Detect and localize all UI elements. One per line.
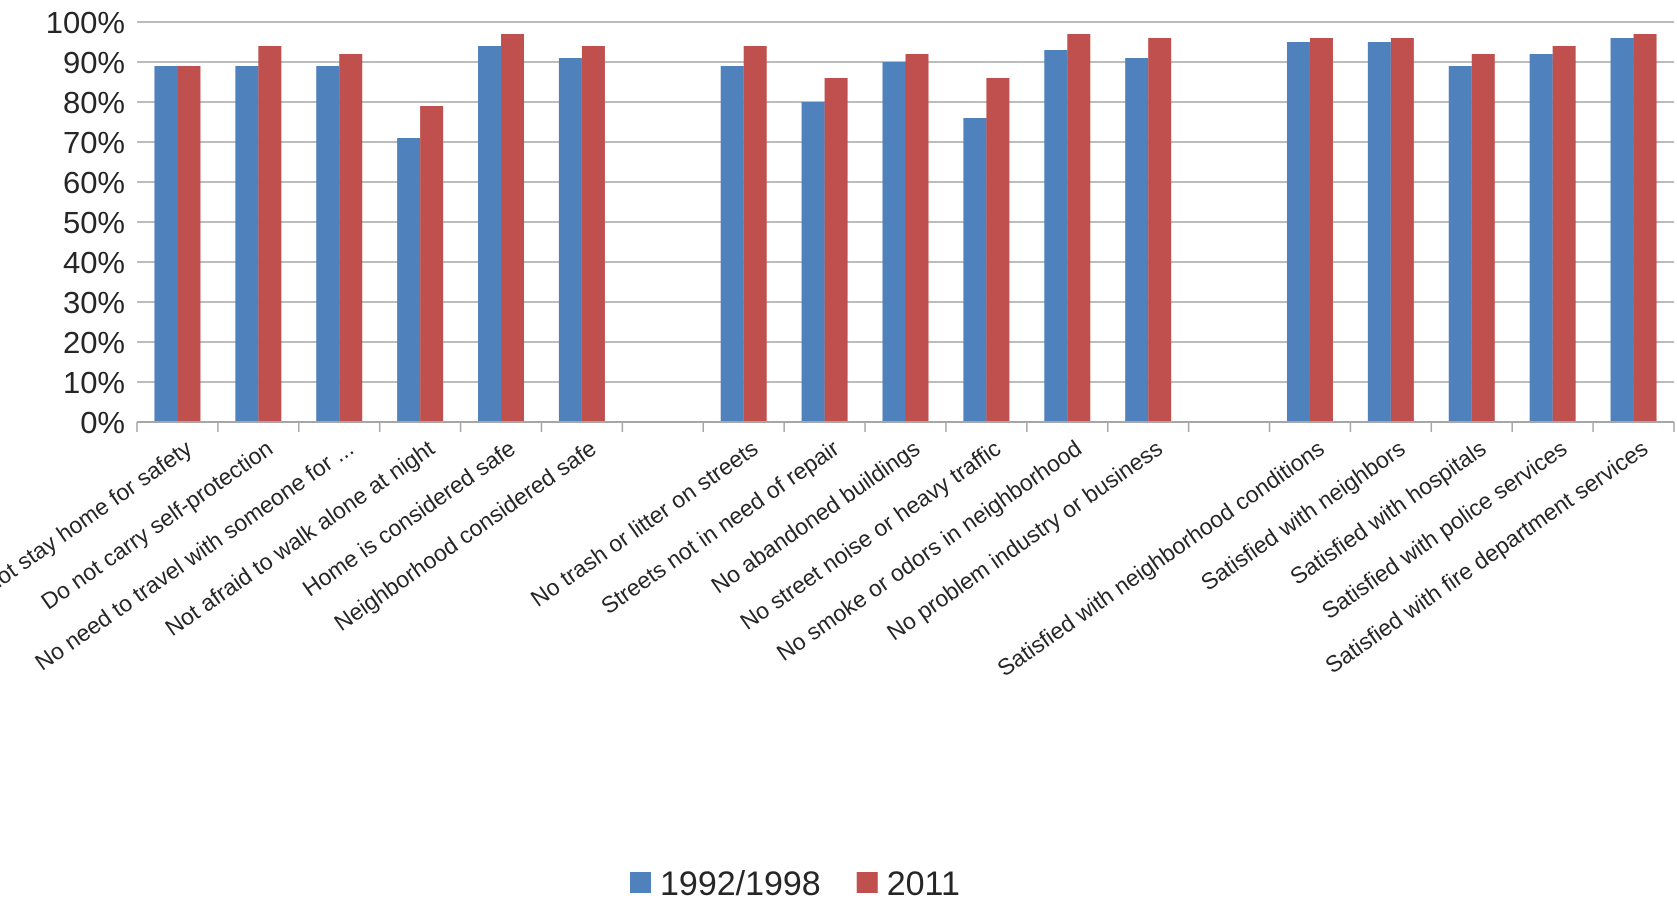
bar-series-2 [1148, 38, 1172, 422]
y-tick-label: 0% [80, 405, 125, 440]
legend-label: 1992/1998 [660, 865, 821, 903]
legend-item: 2011 [856, 865, 960, 903]
legend-swatch [630, 872, 651, 893]
x-axis [136, 421, 1675, 432]
y-tick-label: 100% [46, 5, 125, 40]
bar-series-1 [154, 66, 178, 422]
bar-series-1 [801, 102, 825, 422]
bar-series-2 [177, 66, 201, 422]
bar-series-1 [882, 62, 906, 422]
bars [154, 34, 1657, 422]
bar-series-1 [235, 66, 259, 422]
bar-series-1 [1286, 42, 1310, 422]
bar-series-2 [581, 46, 605, 422]
y-tick-label: 70% [63, 125, 125, 160]
y-tick-label: 10% [63, 365, 125, 400]
y-tick-label: 20% [63, 325, 125, 360]
bar-series-1 [1367, 42, 1391, 422]
bar-series-1 [720, 66, 744, 422]
bar-series-2 [1633, 34, 1657, 422]
bar-series-2 [1552, 46, 1576, 422]
bar-series-1 [1448, 66, 1472, 422]
bar-series-2 [1390, 38, 1414, 422]
bar-series-2 [1309, 38, 1333, 422]
legend: 1992/1998 2011 [630, 865, 960, 903]
y-tick-label: 90% [63, 45, 125, 80]
bar-series-2 [743, 46, 767, 422]
bar-series-1 [478, 46, 502, 422]
y-tick-label: 60% [63, 165, 125, 200]
bar-series-1 [397, 138, 421, 422]
category-label: No need to travel with someone for ... [30, 435, 358, 676]
y-tick-label: 30% [63, 285, 125, 320]
bar-series-1 [1125, 58, 1149, 422]
bar-series-1 [963, 118, 987, 422]
y-tick-label: 80% [63, 85, 125, 120]
bar-series-2 [339, 54, 363, 422]
legend-item: 1992/1998 [630, 865, 821, 903]
bar-series-1 [316, 66, 340, 422]
legend-label: 2011 [887, 865, 960, 903]
bar-series-2 [501, 34, 525, 422]
y-axis-ticks: 0% 10% 20% 30% 40% 50% 60% 70% 80% 90% 100% [46, 5, 125, 440]
bar-series-2 [420, 106, 444, 422]
bar-series-2 [1471, 54, 1495, 422]
legend-swatch [856, 872, 878, 893]
bar-series-1 [558, 58, 582, 422]
bar-series-1 [1610, 38, 1634, 422]
bar-series-1 [1529, 54, 1553, 422]
bar-series-2 [905, 54, 929, 422]
bar-series-2 [1067, 34, 1091, 422]
y-tick-label: 50% [63, 205, 125, 240]
bar-series-2 [986, 78, 1010, 422]
bar-series-2 [824, 78, 848, 422]
y-tick-label: 40% [63, 245, 125, 280]
bar-series-2 [258, 46, 282, 422]
bar-series-1 [1044, 50, 1068, 422]
